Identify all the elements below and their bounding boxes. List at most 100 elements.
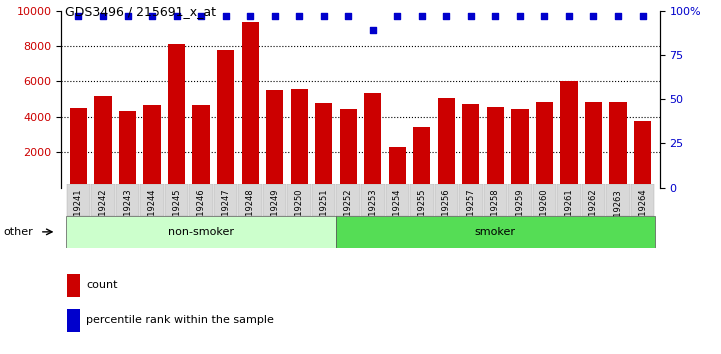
Bar	[190, 184, 213, 216]
Bar	[291, 89, 308, 188]
Point	[342, 13, 354, 19]
Bar	[119, 110, 136, 188]
Text: GSM219264: GSM219264	[638, 189, 647, 240]
Bar	[340, 109, 357, 188]
Bar	[263, 184, 286, 216]
Text: GSM219263: GSM219263	[614, 189, 622, 240]
Point	[367, 27, 379, 33]
Text: GSM219243: GSM219243	[123, 189, 132, 240]
Bar	[462, 104, 479, 188]
Text: GSM219259: GSM219259	[516, 189, 524, 239]
Bar	[67, 309, 81, 332]
Text: GSM219251: GSM219251	[319, 189, 328, 239]
Text: GSM219246: GSM219246	[197, 189, 205, 240]
Bar	[560, 81, 578, 188]
Bar	[337, 184, 360, 216]
Bar	[116, 184, 139, 216]
Point	[563, 13, 575, 19]
Bar	[386, 184, 409, 216]
Text: GSM219244: GSM219244	[148, 189, 156, 239]
Bar	[143, 105, 161, 188]
Bar	[266, 90, 283, 188]
Text: percentile rank within the sample: percentile rank within the sample	[87, 315, 274, 325]
Bar	[410, 184, 433, 216]
Bar	[66, 216, 336, 248]
Text: GSM219247: GSM219247	[221, 189, 230, 240]
Point	[490, 13, 501, 19]
Point	[220, 13, 231, 19]
Bar	[239, 184, 262, 216]
Text: non-smoker: non-smoker	[168, 227, 234, 237]
Bar	[217, 50, 234, 188]
Point	[318, 13, 329, 19]
Point	[293, 13, 305, 19]
Bar	[389, 147, 406, 188]
Bar	[585, 102, 602, 188]
Point	[122, 13, 133, 19]
Point	[612, 13, 624, 19]
Bar	[609, 102, 627, 188]
Bar	[508, 184, 531, 216]
Bar	[557, 184, 580, 216]
Point	[539, 13, 550, 19]
Bar	[214, 184, 237, 216]
Bar	[315, 103, 332, 188]
Text: GSM219245: GSM219245	[172, 189, 181, 239]
Bar	[533, 184, 556, 216]
Text: GSM219260: GSM219260	[540, 189, 549, 240]
Point	[171, 13, 182, 19]
Point	[441, 13, 452, 19]
Text: GSM219242: GSM219242	[99, 189, 107, 239]
Text: GSM219248: GSM219248	[246, 189, 255, 240]
Point	[269, 13, 280, 19]
Bar	[141, 184, 164, 216]
Bar	[66, 184, 90, 216]
Bar	[67, 274, 81, 297]
Text: GSM219252: GSM219252	[344, 189, 353, 239]
Text: GSM219255: GSM219255	[417, 189, 426, 239]
Bar	[165, 184, 188, 216]
Bar	[361, 184, 384, 216]
Point	[637, 13, 648, 19]
Text: GSM219257: GSM219257	[466, 189, 475, 240]
Bar	[70, 108, 87, 188]
Point	[97, 13, 109, 19]
Text: GDS3496 / 215691_x_at: GDS3496 / 215691_x_at	[65, 5, 216, 18]
Text: GSM219249: GSM219249	[270, 189, 279, 239]
Point	[416, 13, 428, 19]
Bar	[242, 22, 259, 188]
Bar	[606, 184, 630, 216]
Point	[465, 13, 477, 19]
Text: smoker: smoker	[475, 227, 516, 237]
Bar	[413, 127, 430, 188]
Text: count: count	[87, 280, 118, 290]
Point	[146, 13, 158, 19]
Bar	[484, 184, 507, 216]
Text: GSM219241: GSM219241	[74, 189, 83, 239]
Point	[195, 13, 207, 19]
Text: GSM219258: GSM219258	[491, 189, 500, 240]
Text: other: other	[4, 227, 33, 237]
Bar	[487, 107, 504, 188]
Point	[514, 13, 526, 19]
Bar	[582, 184, 605, 216]
Bar	[536, 102, 553, 188]
Text: GSM219254: GSM219254	[393, 189, 402, 239]
Point	[392, 13, 403, 19]
Text: GSM219261: GSM219261	[565, 189, 573, 240]
Bar	[438, 98, 455, 188]
Bar	[435, 184, 458, 216]
Point	[244, 13, 256, 19]
Bar	[91, 184, 115, 216]
Bar	[364, 93, 381, 188]
Text: GSM219253: GSM219253	[368, 189, 377, 240]
Point	[73, 13, 84, 19]
Bar	[168, 44, 185, 188]
Bar	[94, 96, 112, 188]
Text: GSM219256: GSM219256	[442, 189, 451, 240]
Text: GSM219250: GSM219250	[295, 189, 304, 239]
Bar	[511, 109, 528, 188]
Bar	[288, 184, 311, 216]
Text: GSM219262: GSM219262	[589, 189, 598, 240]
Bar	[336, 216, 655, 248]
